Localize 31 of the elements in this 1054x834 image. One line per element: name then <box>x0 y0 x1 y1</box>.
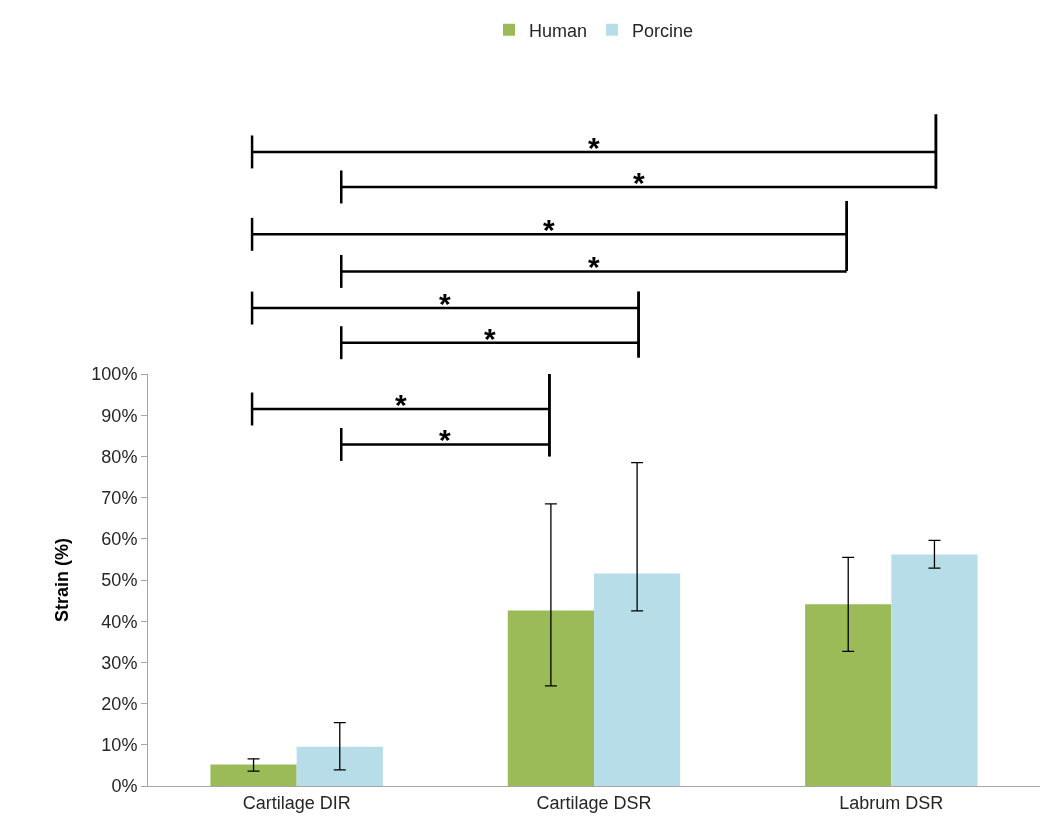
y-tick-label: 0% <box>111 776 138 797</box>
x-tick-label: Cartilage DSR <box>536 792 652 813</box>
bar <box>594 573 681 786</box>
text: * <box>633 166 645 199</box>
y-tick-label: 40% <box>101 611 138 632</box>
bar <box>891 554 978 786</box>
annotation: * <box>395 388 407 421</box>
y-tick-label: 60% <box>101 529 138 550</box>
legend-label: Human <box>529 20 588 41</box>
bar <box>210 764 297 786</box>
annotation: * <box>439 423 451 456</box>
x-tick-label: Cartilage DIR <box>242 792 351 813</box>
text: * <box>588 250 600 283</box>
y-tick-label: 70% <box>101 487 138 508</box>
text: * <box>543 213 555 246</box>
legend-label: Porcine <box>632 20 694 41</box>
x-tick-label: Labrum DSR <box>839 792 944 813</box>
y-tick-label: 10% <box>101 735 138 756</box>
text: * <box>588 131 600 164</box>
text: * <box>484 322 496 355</box>
y-tick-label: 100% <box>91 364 138 385</box>
y-tick-label: 50% <box>101 570 138 591</box>
text: * <box>439 287 451 320</box>
y-tick-label: 30% <box>101 652 138 673</box>
bar <box>507 610 594 786</box>
y-tick-label: 80% <box>101 446 138 467</box>
bar <box>296 746 383 786</box>
bar <box>805 604 892 786</box>
y-tick-label: 90% <box>101 405 138 426</box>
y-tick-label: 20% <box>101 693 138 714</box>
y-axis-title: Strain (%) <box>51 537 72 623</box>
